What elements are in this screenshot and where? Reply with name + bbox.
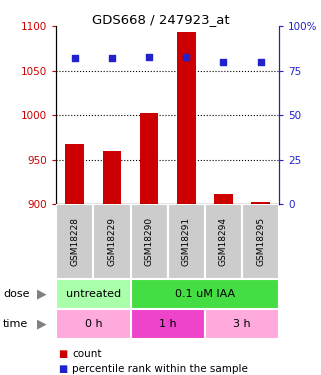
Bar — [214, 194, 233, 204]
Text: GSM18228: GSM18228 — [70, 217, 79, 266]
Bar — [93, 204, 131, 279]
Text: ▶: ▶ — [37, 288, 47, 301]
Point — [109, 56, 115, 62]
Text: count: count — [72, 349, 102, 358]
Bar — [251, 202, 270, 204]
Text: 0.1 uM IAA: 0.1 uM IAA — [175, 290, 235, 299]
Bar — [131, 204, 168, 279]
Bar — [65, 144, 84, 204]
Text: GSM18295: GSM18295 — [256, 217, 265, 266]
Text: untreated: untreated — [66, 290, 121, 299]
Point — [258, 59, 263, 65]
Text: 1 h: 1 h — [159, 320, 177, 329]
Bar — [168, 204, 205, 279]
Point — [184, 54, 189, 60]
Bar — [131, 309, 205, 339]
Text: GSM18290: GSM18290 — [145, 217, 154, 266]
Text: dose: dose — [3, 290, 30, 299]
Text: ■: ■ — [58, 349, 67, 358]
Text: GSM18291: GSM18291 — [182, 217, 191, 266]
Text: GSM18229: GSM18229 — [108, 217, 117, 266]
Bar — [140, 112, 159, 204]
Bar — [103, 151, 121, 204]
Text: 0 h: 0 h — [84, 320, 102, 329]
Bar — [205, 204, 242, 279]
Text: GDS668 / 247923_at: GDS668 / 247923_at — [92, 13, 229, 26]
Bar — [131, 279, 279, 309]
Bar — [56, 204, 93, 279]
Point — [221, 59, 226, 65]
Point — [147, 54, 152, 60]
Text: ▶: ▶ — [37, 318, 47, 331]
Text: time: time — [3, 320, 29, 329]
Text: GSM18294: GSM18294 — [219, 217, 228, 266]
Bar — [177, 33, 195, 204]
Bar — [56, 279, 131, 309]
Text: 3 h: 3 h — [233, 320, 251, 329]
Bar — [56, 309, 131, 339]
Text: ■: ■ — [58, 364, 67, 374]
Text: percentile rank within the sample: percentile rank within the sample — [72, 364, 248, 374]
Bar — [205, 309, 279, 339]
Point — [72, 56, 77, 62]
Bar — [242, 204, 279, 279]
